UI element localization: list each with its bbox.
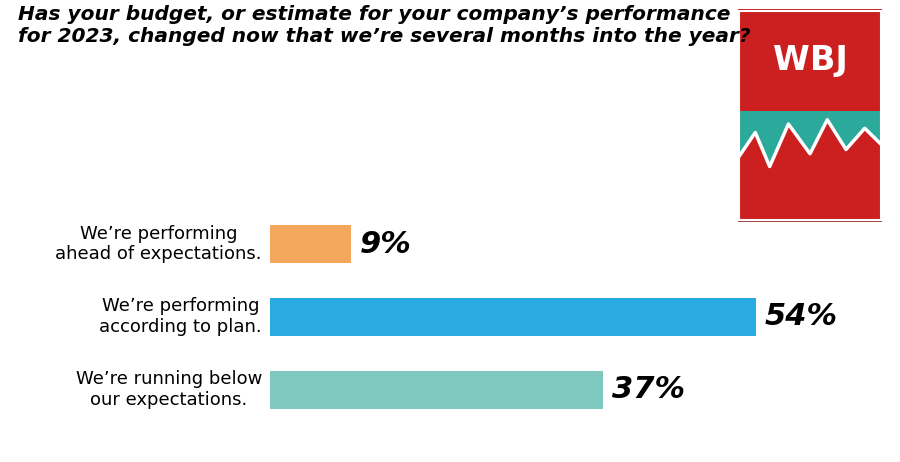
- Text: 37%: 37%: [612, 375, 685, 404]
- Text: Has your budget, or estimate for your company’s performance
for 2023, changed no: Has your budget, or estimate for your co…: [18, 5, 751, 46]
- Text: We’re running below
our expectations.: We’re running below our expectations.: [76, 370, 262, 409]
- Text: We’re performing
ahead of expectations.: We’re performing ahead of expectations.: [56, 225, 262, 263]
- FancyBboxPatch shape: [738, 9, 882, 111]
- Bar: [270, 371, 603, 408]
- Text: 54%: 54%: [765, 302, 838, 331]
- Bar: [270, 225, 351, 263]
- Polygon shape: [738, 120, 882, 222]
- Text: WBJ: WBJ: [772, 44, 848, 77]
- Text: We’re performing
according to plan.: We’re performing according to plan.: [99, 298, 262, 336]
- Bar: [270, 298, 756, 336]
- FancyBboxPatch shape: [738, 111, 882, 222]
- Text: 9%: 9%: [360, 230, 412, 259]
